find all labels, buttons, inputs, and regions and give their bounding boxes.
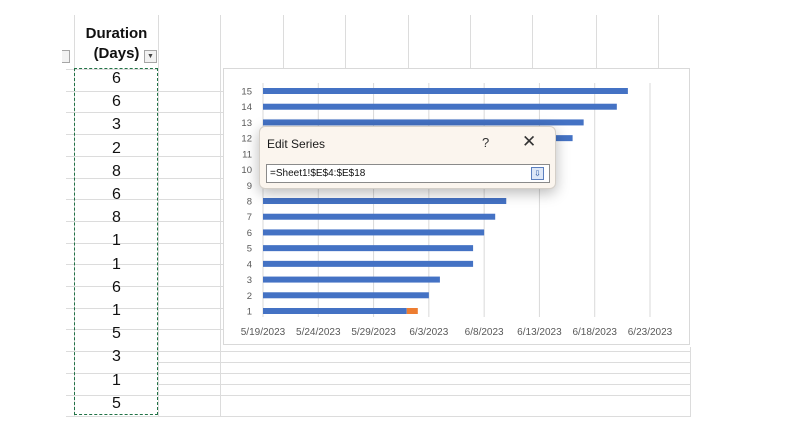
bar-series-1[interactable] bbox=[263, 308, 407, 314]
bar-series-1[interactable] bbox=[263, 198, 507, 204]
bar-series-1[interactable] bbox=[263, 292, 429, 299]
x-tick-label: 6/23/2023 bbox=[628, 327, 673, 338]
y-tick-label: 7 bbox=[247, 212, 252, 223]
column-gridline bbox=[158, 15, 159, 417]
duration-cell[interactable]: 3 bbox=[112, 116, 121, 133]
column-gridline bbox=[345, 15, 346, 68]
column-gridline bbox=[408, 15, 409, 68]
x-tick-label: 6/18/2023 bbox=[572, 327, 617, 338]
y-tick-label: 4 bbox=[247, 259, 252, 270]
row-gridline bbox=[158, 384, 690, 385]
close-button[interactable]: ✕ bbox=[522, 132, 537, 151]
duration-cell[interactable]: 1 bbox=[112, 372, 121, 389]
bar-series-1[interactable] bbox=[263, 103, 617, 110]
row-gridline bbox=[66, 416, 690, 417]
header-line-1: Duration bbox=[85, 25, 148, 42]
filter-dropdown-button[interactable]: ▼ bbox=[144, 50, 157, 63]
y-tick-label: 8 bbox=[247, 197, 252, 208]
y-tick-label: 11 bbox=[242, 149, 252, 160]
y-tick-label: 15 bbox=[241, 87, 252, 98]
duration-cell[interactable]: 8 bbox=[112, 209, 121, 226]
y-tick-label: 9 bbox=[247, 181, 252, 192]
series-values-input[interactable] bbox=[266, 164, 550, 183]
x-tick-label: 5/29/2023 bbox=[351, 327, 396, 338]
x-tick-label: 6/13/2023 bbox=[517, 327, 562, 338]
duration-cell[interactable]: 6 bbox=[112, 186, 121, 203]
row-gridline bbox=[158, 362, 690, 363]
duration-cell[interactable]: 6 bbox=[112, 93, 121, 110]
dialog-title: Edit Series bbox=[267, 137, 326, 151]
y-tick-label: 1 bbox=[247, 307, 252, 318]
bar-series-1[interactable] bbox=[263, 276, 440, 283]
bar-series-1[interactable] bbox=[263, 88, 628, 94]
column-header-duration: Duration (Days) bbox=[75, 24, 158, 64]
row-gridline bbox=[66, 69, 158, 70]
copy-selection-marquee bbox=[74, 68, 158, 415]
y-tick-label: 2 bbox=[247, 291, 252, 302]
duration-cell[interactable]: 2 bbox=[112, 140, 121, 157]
duration-cell[interactable]: 5 bbox=[112, 325, 121, 342]
edit-series-dialog: Edit Series ? ✕ ⇩ bbox=[259, 126, 556, 189]
header-line-2: (Days) bbox=[93, 45, 140, 62]
bar-series-1[interactable] bbox=[263, 119, 584, 126]
column-gridline bbox=[220, 15, 221, 417]
duration-cell[interactable]: 1 bbox=[112, 232, 121, 249]
duration-cell[interactable]: 5 bbox=[112, 395, 121, 412]
y-tick-label: 14 bbox=[241, 102, 252, 113]
duration-cell[interactable]: 1 bbox=[112, 302, 121, 319]
y-tick-label: 13 bbox=[241, 118, 252, 129]
bar-series-1[interactable] bbox=[263, 245, 474, 252]
duration-cell[interactable]: 6 bbox=[112, 279, 121, 296]
column-gridline bbox=[596, 15, 597, 68]
column-gridline bbox=[690, 347, 691, 417]
chart-plot: 5/19/2023 5/24/2023 5/29/2023 6/3/2023 6/8/2… bbox=[241, 83, 673, 338]
duration-cell[interactable]: 6 bbox=[112, 70, 121, 87]
row-gridline bbox=[66, 351, 690, 352]
column-gridline bbox=[470, 15, 471, 68]
column-gridline bbox=[658, 15, 659, 68]
row-gridline bbox=[66, 395, 690, 396]
x-tick-label: 6/3/2023 bbox=[409, 327, 448, 338]
column-gridline bbox=[283, 15, 284, 68]
y-tick-label: 12 bbox=[241, 134, 252, 145]
y-tick-label: 10 bbox=[241, 165, 252, 176]
x-tick-label: 5/19/2023 bbox=[241, 327, 286, 338]
bar-series-1[interactable] bbox=[263, 213, 496, 220]
x-tick-label: 6/8/2023 bbox=[465, 327, 504, 338]
column-gridline bbox=[532, 15, 533, 68]
y-tick-label: 6 bbox=[247, 228, 252, 239]
gantt-chart[interactable]: 5/19/2023 5/24/2023 5/29/2023 6/3/2023 6/8/2… bbox=[223, 68, 690, 345]
range-select-icon[interactable]: ⇩ bbox=[531, 167, 544, 180]
help-button[interactable]: ? bbox=[482, 135, 490, 150]
x-tick-label: 5/24/2023 bbox=[296, 327, 341, 338]
bar-series-1[interactable] bbox=[263, 260, 474, 267]
prev-column-filter-button[interactable] bbox=[62, 50, 70, 63]
duration-cell[interactable]: 3 bbox=[112, 348, 121, 365]
bar-series-1[interactable] bbox=[263, 229, 485, 236]
row-gridline bbox=[66, 373, 690, 374]
y-tick-label: 3 bbox=[247, 275, 252, 286]
y-tick-label: 5 bbox=[247, 244, 252, 255]
duration-cell[interactable]: 8 bbox=[112, 163, 121, 180]
bar-series-2[interactable] bbox=[406, 308, 418, 314]
duration-cell[interactable]: 1 bbox=[112, 256, 121, 273]
